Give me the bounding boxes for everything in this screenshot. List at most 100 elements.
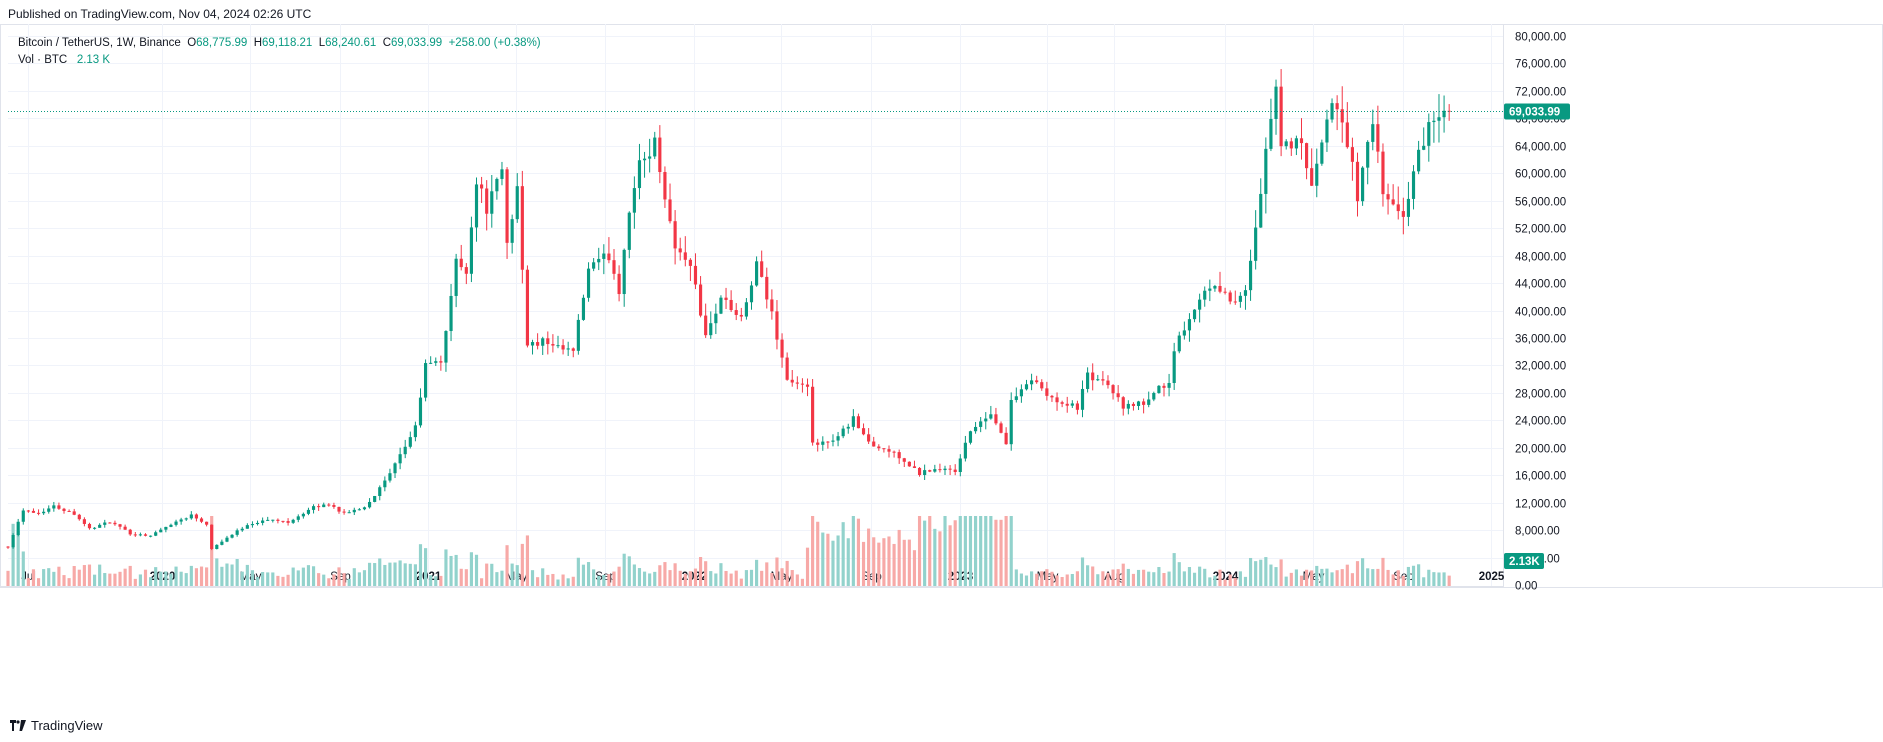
candle-body [714,313,718,324]
tradingview-brand[interactable]: TradingView [10,718,103,733]
y-tick-label: 60,000.00 [1515,169,1566,181]
candlestick-chart[interactable]: 0.004,000.008,000.0012,000.0016,000.0020… [0,24,1883,708]
candle-body [668,199,672,222]
candle-body [271,519,275,521]
volume-bar [505,545,509,586]
volume-bar [215,558,219,586]
volume-bar [1065,574,1069,586]
volume-bar [108,573,112,586]
candle-body [1198,299,1202,310]
volume-bar [1355,561,1360,586]
volume-bar [62,575,66,586]
candle-body [11,535,15,548]
legend-symbol[interactable]: Bitcoin / TetherUS, 1W, Binance [18,37,181,49]
volume-bar [1162,573,1166,586]
volume-bar [485,563,489,586]
volume-bar [362,570,367,586]
candle-body [1411,171,1416,199]
candle-body [622,249,626,295]
volume-bar [1259,559,1263,586]
volume-bar [337,567,341,586]
candle-body [383,480,387,488]
volume-bar [464,569,468,586]
candle-body [1126,403,1130,409]
candle-body [36,512,41,514]
candle-body [907,461,911,467]
candle-body [1116,393,1120,398]
candle-body [82,519,86,524]
candle-body [673,221,677,249]
candle-body [561,345,565,350]
candle-body [21,510,25,522]
candle-body [826,441,830,443]
candle-body [678,248,682,253]
candle-body [811,386,815,443]
volume-bar [1386,569,1390,586]
candle-body [1096,379,1100,381]
volume-bar [413,564,417,586]
volume-bar [281,576,285,586]
volume-bar [1350,573,1354,586]
volume-bar [1208,577,1212,586]
volume-bar [113,573,117,586]
volume-bar [1004,516,1008,586]
candle-body [261,520,265,523]
volume-bar [683,573,687,586]
volume-bar [1014,569,1018,586]
candle-body [1208,288,1212,291]
volume-bar [877,542,881,586]
y-tick-label: 32,000.00 [1515,361,1566,373]
volume-bar [693,568,698,586]
volume-bar [11,523,15,586]
y-tick-label: 16,000.00 [1515,471,1566,483]
legend-volume-value: 2.13 K [76,54,111,66]
candle-body [1228,292,1232,302]
candle-body [805,384,810,387]
candle-body [968,431,973,443]
candle-body [1427,122,1431,146]
candle-body [1299,138,1304,144]
volume-bar [1030,571,1034,586]
candle-body [897,452,901,459]
candle-body [541,338,545,346]
candle-body [47,508,51,512]
candle-body [800,383,805,385]
volume-bar [1305,569,1309,586]
volume-bar [1075,571,1079,586]
candle-body [821,441,825,445]
candle-body [322,504,326,508]
volume-bar [872,537,876,586]
candle-body [1320,142,1324,164]
volume-bar [31,569,36,586]
candle-body [1152,392,1156,400]
candle-body [1111,385,1115,394]
legend-volume-label[interactable]: Vol · BTC [18,54,68,66]
candle-body [1305,143,1309,169]
candle-body [1147,399,1151,405]
candle-body [1014,396,1018,400]
y-tick-label: 36,000.00 [1515,334,1566,346]
candle-body [943,468,947,471]
candle-body [62,508,66,511]
volume-bar [1009,516,1013,586]
candle-body [16,521,20,536]
volume-bar [1294,569,1298,586]
volume-bar [128,565,132,586]
legend-low-label: L [318,37,326,49]
volume-bar [953,520,957,586]
volume-bar [429,575,433,586]
candle-body [439,361,443,363]
volume-bar [637,568,642,586]
volume-bar [1096,574,1100,586]
candle-body [1019,389,1023,397]
volume-bar [1126,568,1130,586]
candle-body [938,469,942,471]
candle-body [877,446,881,449]
candle-body [1442,110,1446,118]
volume-bar [261,572,265,586]
volume-bar [780,568,784,586]
candle-body [566,348,570,350]
volume-bar [357,572,361,586]
volume-bar [831,540,835,586]
candle-body [515,186,519,220]
